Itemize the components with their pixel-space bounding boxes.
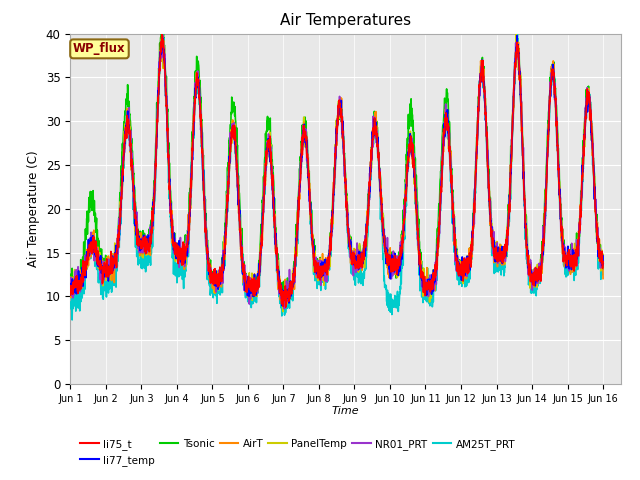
Line: li77_temp: li77_temp <box>70 36 603 305</box>
AM25T_PRT <box>67 300 74 305</box>
AirT <box>492 251 500 257</box>
li77_temp <box>552 118 560 124</box>
li77_temp <box>513 33 521 38</box>
Legend: li75_t, li77_temp, Tsonic, AirT, PanelTemp, NR01_PRT, AM25T_PRT: li75_t, li77_temp, Tsonic, AirT, PanelTe… <box>76 435 519 470</box>
AM25T_PRT <box>599 260 607 266</box>
Title: Air Temperatures: Air Temperatures <box>280 13 411 28</box>
AM25T_PRT <box>216 275 223 281</box>
PanelTemp <box>568 261 575 266</box>
NR01_PRT <box>364 207 372 213</box>
li77_temp <box>67 291 74 297</box>
li75_t <box>282 304 290 310</box>
li77_temp <box>568 258 575 264</box>
AirT <box>552 118 560 124</box>
AM25T_PRT <box>552 118 560 123</box>
AirT <box>158 33 166 38</box>
Tsonic <box>67 271 74 277</box>
Tsonic <box>552 103 560 108</box>
PanelTemp <box>352 266 360 272</box>
Y-axis label: Air Temperature (C): Air Temperature (C) <box>28 151 40 267</box>
Text: WP_flux: WP_flux <box>73 42 126 55</box>
Line: li75_t: li75_t <box>70 34 603 307</box>
Tsonic <box>599 263 607 268</box>
AirT <box>353 260 360 265</box>
Tsonic <box>568 241 575 247</box>
li75_t <box>364 207 372 213</box>
NR01_PRT <box>599 258 607 264</box>
AM25T_PRT <box>353 269 360 275</box>
li75_t <box>568 263 575 269</box>
NR01_PRT <box>492 243 500 249</box>
NR01_PRT <box>280 306 288 312</box>
li75_t <box>215 283 223 288</box>
PanelTemp <box>599 254 607 260</box>
li75_t <box>353 261 360 266</box>
li75_t <box>67 292 74 298</box>
X-axis label: Time: Time <box>332 407 360 417</box>
Tsonic <box>157 24 165 30</box>
AirT <box>215 269 223 275</box>
li75_t <box>599 259 607 264</box>
NR01_PRT <box>568 256 575 262</box>
li75_t <box>158 31 166 37</box>
NR01_PRT <box>353 257 360 263</box>
li77_temp <box>492 247 499 252</box>
AM25T_PRT <box>568 269 575 275</box>
AM25T_PRT <box>492 261 500 266</box>
Tsonic <box>364 192 372 197</box>
Tsonic <box>278 299 285 305</box>
li77_temp <box>599 261 607 267</box>
NR01_PRT <box>159 33 166 38</box>
li75_t <box>492 250 500 255</box>
AirT <box>599 276 607 281</box>
NR01_PRT <box>552 116 560 121</box>
AM25T_PRT <box>68 317 76 323</box>
li77_temp <box>364 213 372 218</box>
li77_temp <box>215 276 223 281</box>
Tsonic <box>492 254 500 260</box>
PanelTemp <box>513 31 520 37</box>
PanelTemp <box>279 309 287 314</box>
Tsonic <box>353 250 360 256</box>
AM25T_PRT <box>159 32 166 37</box>
li75_t <box>552 123 560 129</box>
PanelTemp <box>552 119 560 125</box>
Line: Tsonic: Tsonic <box>70 27 603 302</box>
PanelTemp <box>364 215 372 221</box>
Line: AirT: AirT <box>70 36 603 304</box>
PanelTemp <box>492 255 499 261</box>
PanelTemp <box>67 282 74 288</box>
AirT <box>568 249 575 255</box>
Line: PanelTemp: PanelTemp <box>70 34 603 312</box>
li77_temp <box>278 302 285 308</box>
li77_temp <box>352 263 360 268</box>
Line: NR01_PRT: NR01_PRT <box>70 36 603 309</box>
AM25T_PRT <box>364 232 372 238</box>
AirT <box>283 301 291 307</box>
AirT <box>67 290 74 296</box>
NR01_PRT <box>215 275 223 280</box>
AirT <box>364 219 372 225</box>
Line: AM25T_PRT: AM25T_PRT <box>70 35 603 320</box>
NR01_PRT <box>67 278 74 284</box>
Tsonic <box>215 274 223 279</box>
PanelTemp <box>215 287 223 293</box>
